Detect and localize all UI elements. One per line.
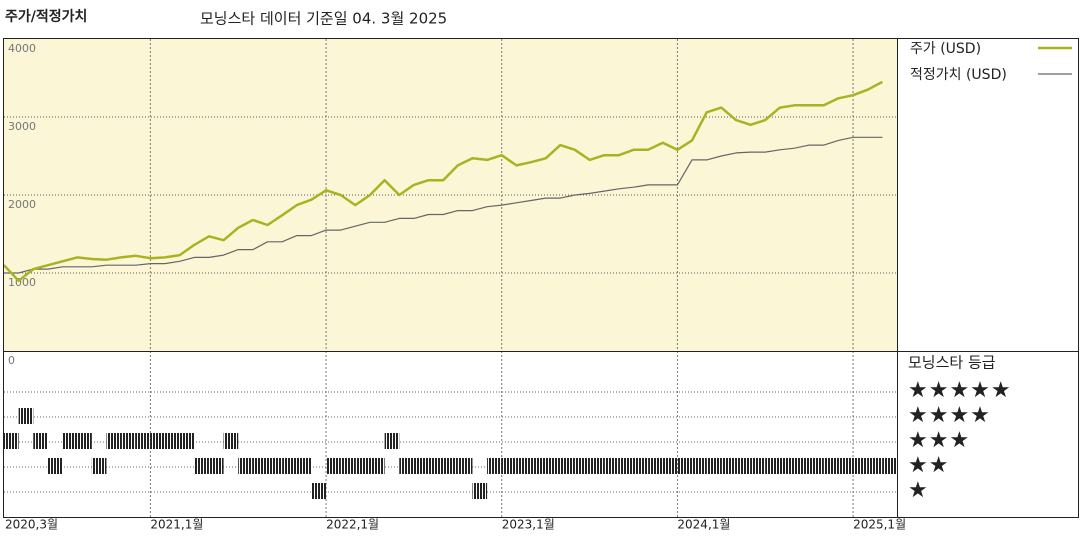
rating-bar (604, 458, 619, 474)
rating-bar (311, 483, 327, 499)
series-line (3, 80, 883, 283)
rating-bar (487, 458, 502, 474)
rating-bar (18, 408, 34, 424)
x-tick-label: 2021,1월 (150, 518, 203, 532)
rating-bar (4, 433, 19, 449)
rating-label: ★★★ (908, 428, 970, 453)
rating-bar (853, 458, 868, 474)
rating-bar (413, 458, 429, 474)
legend-label: 주가 (USD) (910, 41, 981, 57)
frame (3, 38, 1079, 518)
rating-bar (589, 458, 605, 474)
rating-bar (531, 458, 546, 474)
rating-bar (823, 458, 839, 474)
rating-bar (662, 458, 678, 474)
rating-label: ★★★★★ (908, 378, 1012, 403)
y-tick-label: 0 (8, 354, 15, 367)
rating-bar (472, 483, 488, 499)
rating-bar (238, 458, 253, 474)
rating-bar (223, 433, 239, 449)
rating-bar (179, 433, 195, 449)
rating-bar (794, 458, 810, 474)
rating-bar (560, 458, 575, 474)
x-tick-label: 2020,3월 (5, 518, 58, 532)
y-tick-label: 4000 (8, 42, 36, 55)
rating-bar (443, 458, 458, 474)
series-line (4, 136, 883, 274)
rating-bar (633, 458, 649, 474)
rating-bar (296, 458, 312, 474)
rating-bar (165, 433, 180, 449)
rating-label: ★★ (908, 453, 949, 478)
rating-title: 모닝스타 등급 (908, 354, 996, 372)
x-tick-label: 2022,1월 (326, 518, 379, 532)
rating-bar (369, 458, 385, 474)
rating-bar (706, 458, 722, 474)
rating-bar (677, 458, 693, 474)
rating-bar (574, 458, 590, 474)
rating-bar (618, 458, 634, 474)
rating-bar (765, 458, 780, 474)
rating-bar (106, 433, 122, 449)
x-tick-label: 2025,1월 (853, 518, 906, 532)
rating-bar (121, 433, 136, 449)
rating-bar (867, 458, 883, 474)
rating-bar (194, 458, 209, 474)
rating-bar (47, 458, 63, 474)
rating-bar (267, 458, 283, 474)
rating-bar (750, 458, 766, 474)
rating-bar (721, 458, 736, 474)
rating-bar (399, 458, 414, 474)
chart-title: 주가/적정가치 (5, 8, 87, 25)
rating-bar (648, 458, 663, 474)
rating-bar (91, 458, 107, 474)
rating-bar (340, 458, 356, 474)
rating-label: ★★★★ (908, 403, 991, 428)
rating-bar (355, 458, 370, 474)
rating-bar (33, 433, 48, 449)
rating-bar (692, 458, 707, 474)
rating-bar (282, 458, 297, 474)
rating-bar (516, 458, 532, 474)
rating-bar (779, 458, 795, 474)
rating-bar (457, 458, 473, 474)
rating-bar (135, 433, 151, 449)
y-tick-label: 3000 (8, 120, 36, 133)
rating-bar (208, 458, 224, 474)
x-tick-label: 2024,1월 (677, 518, 730, 532)
rating-bar (809, 458, 824, 474)
rating-bar (882, 458, 897, 474)
rating-label: ★ (908, 478, 929, 503)
rating-bar (77, 433, 92, 449)
x-tick-label: 2023,1월 (502, 518, 555, 532)
rating-bar (326, 458, 341, 474)
y-tick-label: 2000 (8, 198, 36, 211)
rating-bar (501, 458, 517, 474)
rating-bar (735, 458, 751, 474)
rating-bar (62, 433, 78, 449)
rating-bar (838, 458, 854, 474)
y-tick-label: 1000 (8, 276, 36, 289)
rating-bar (150, 433, 166, 449)
rating-bar (384, 433, 400, 449)
legend-label: 적정가치 (USD) (910, 67, 1007, 83)
rating-bar (252, 458, 268, 474)
rating-bar (545, 458, 561, 474)
chart-subtitle: 모닝스타 데이터 기준일 04. 3월 2025 (200, 10, 447, 28)
rating-bar (428, 458, 444, 474)
